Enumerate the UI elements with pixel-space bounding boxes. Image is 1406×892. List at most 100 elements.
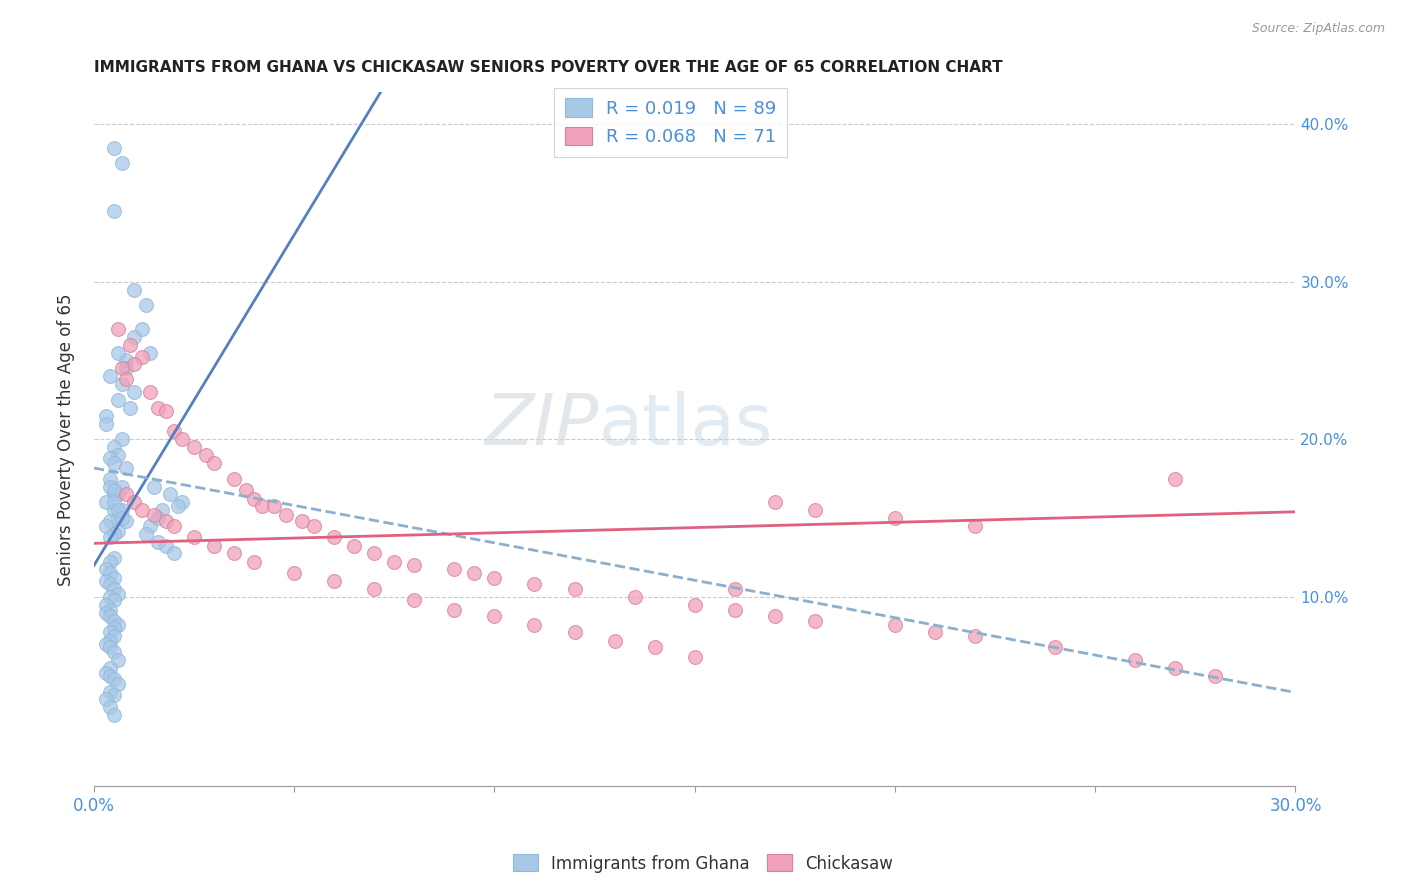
Point (94, 519, 117, 533)
Point (235, 483, 257, 497)
Point (103, 203, 125, 218)
Point (118, 337, 141, 351)
Point (103, 440, 125, 454)
Point (884, 618, 907, 632)
Point (143, 508, 166, 522)
Point (564, 624, 586, 639)
Point (150, 503, 173, 517)
Point (146, 401, 169, 415)
Point (155, 540, 177, 554)
Point (131, 322, 153, 336)
Point (1164, 472, 1187, 486)
Point (1164, 661, 1187, 675)
Point (103, 495, 125, 509)
Point (111, 156, 134, 170)
Point (170, 495, 193, 509)
Point (103, 527, 125, 541)
Point (202, 456, 225, 470)
Point (302, 519, 325, 533)
Point (111, 361, 134, 376)
Point (98, 700, 121, 714)
Point (963, 629, 986, 643)
Point (103, 140, 125, 154)
Point (143, 480, 166, 494)
Point (98, 555, 121, 569)
Point (763, 495, 786, 509)
Point (463, 566, 485, 581)
Point (107, 653, 129, 667)
Point (131, 503, 153, 517)
Point (135, 298, 157, 312)
Point (724, 602, 747, 616)
Point (94, 417, 117, 431)
Point (94, 637, 117, 651)
Point (363, 582, 385, 596)
Point (107, 511, 129, 525)
Legend: R = 0.019   N = 89, R = 0.068   N = 71: R = 0.019 N = 89, R = 0.068 N = 71 (554, 87, 787, 157)
Legend: Immigrants from Ghana, Chickasaw: Immigrants from Ghana, Chickasaw (506, 847, 900, 880)
Point (103, 483, 125, 497)
Point (404, 558, 426, 573)
Point (924, 624, 946, 639)
Point (111, 511, 134, 525)
Point (884, 511, 907, 525)
Point (159, 487, 181, 501)
Point (98, 608, 121, 623)
Point (263, 499, 285, 513)
Point (683, 649, 706, 664)
Point (115, 460, 138, 475)
Point (98, 530, 121, 544)
Point (107, 322, 129, 336)
Point (146, 511, 169, 525)
Point (94, 665, 117, 680)
Point (122, 384, 145, 399)
Point (107, 345, 129, 359)
Point (243, 555, 266, 569)
Point (115, 514, 138, 528)
Point (250, 499, 273, 513)
Point (98, 661, 121, 675)
Point (98, 684, 121, 698)
Point (623, 590, 645, 604)
Point (103, 629, 125, 643)
Point (603, 634, 626, 648)
Point (1204, 669, 1226, 683)
Text: atlas: atlas (599, 391, 773, 460)
Point (107, 587, 129, 601)
Point (163, 546, 186, 560)
Point (163, 519, 186, 533)
Point (94, 692, 117, 706)
Point (644, 640, 666, 655)
Point (98, 480, 121, 494)
Point (103, 593, 125, 607)
Point (404, 593, 426, 607)
Point (115, 372, 138, 386)
Point (111, 503, 134, 517)
Point (98, 624, 121, 639)
Point (139, 384, 162, 399)
Point (103, 645, 125, 659)
Point (94, 409, 117, 423)
Point (183, 530, 205, 544)
Point (323, 574, 346, 589)
Point (103, 571, 125, 585)
Point (804, 614, 827, 628)
Text: IMMIGRANTS FROM GHANA VS CHICKASAW SENIORS POVERTY OVER THE AGE OF 65 CORRELATIO: IMMIGRANTS FROM GHANA VS CHICKASAW SENIO… (94, 60, 1002, 75)
Point (155, 514, 177, 528)
Point (115, 361, 138, 376)
Point (122, 357, 145, 371)
Point (683, 598, 706, 612)
Point (103, 614, 125, 628)
Point (195, 448, 218, 462)
Point (146, 534, 169, 549)
Point (564, 582, 586, 596)
Point (118, 401, 141, 415)
Point (443, 602, 465, 616)
Point (155, 404, 177, 418)
Point (115, 487, 138, 501)
Point (804, 503, 827, 517)
Point (115, 353, 138, 368)
Point (484, 571, 506, 585)
Point (202, 540, 225, 554)
Point (94, 561, 117, 575)
